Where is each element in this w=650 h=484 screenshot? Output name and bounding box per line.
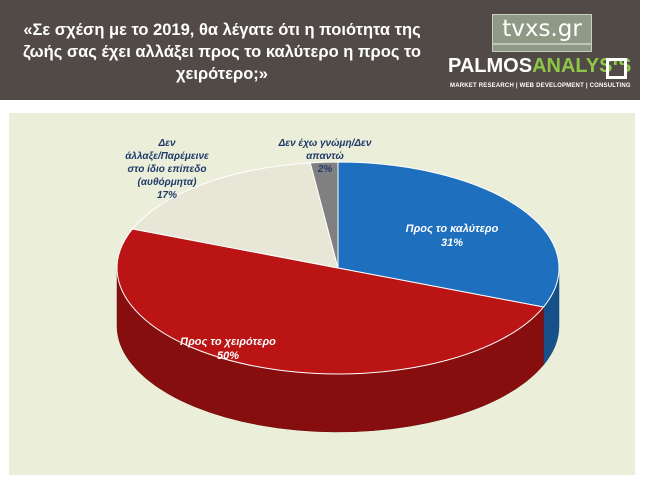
pie-slice-1: [116, 228, 545, 375]
pie-value-label-2: 17%: [157, 190, 177, 201]
tvxs-logo-text: tvxs.gr: [502, 16, 582, 42]
palmos-logo-square-inner: [613, 65, 624, 76]
pie-top-faces: [116, 161, 560, 375]
pie-value-label-1: 50%: [217, 350, 239, 362]
pie-labels: Προς το καλύτερο 31% Προς το χειρότερο 50% Δ…: [125, 138, 498, 362]
palmos-logo-part1: PALMOS: [448, 55, 533, 77]
pie-label-1: Προς το χειρότερο 50%: [180, 336, 276, 362]
chart-title: «Σε σχέση με το 2019, θα λέγατε ότι η πο…: [23, 21, 421, 83]
header-banner: «Σε σχέση με το 2019, θα λέγατε ότι η πο…: [0, 0, 640, 100]
pie-label-0: Προς το καλύτερο 31%: [406, 223, 499, 249]
pie-label-2: Δεν άλλαξε/Παρέμεινε στο ίδιο επίπεδο (αυθό…: [125, 138, 209, 201]
pie-value-label-3: 2%: [317, 164, 333, 175]
tvxs-logo-underline: [493, 43, 591, 45]
pie-label-3: Δεν έχω γνώμη/Δεν απαντώ 2%: [278, 138, 372, 175]
pie-slice-2: [131, 162, 339, 269]
palmos-logo-tagline: MARKET RESEARCH | WEB DEVELOPMENT | CONS…: [450, 83, 631, 89]
pie-slice-0: [337, 161, 560, 308]
pie-value-label-0: 31%: [441, 237, 463, 249]
pie-slice-3: [309, 161, 339, 269]
palmos-logo-square-icon: [606, 58, 627, 79]
tvxs-logo: tvxs.gr: [492, 14, 592, 52]
